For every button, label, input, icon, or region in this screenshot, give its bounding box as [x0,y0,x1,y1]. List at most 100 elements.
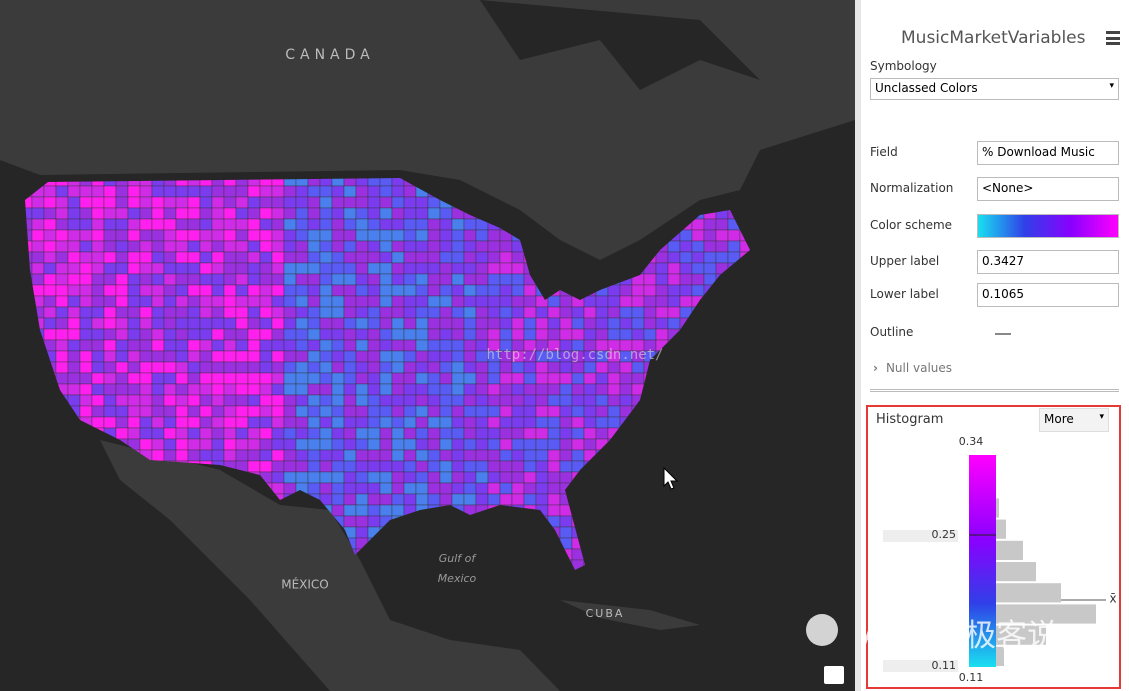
county [319,273,333,286]
county [139,306,153,319]
county [463,339,477,352]
county [103,405,117,418]
county [271,218,285,231]
county [79,218,93,231]
county [139,185,153,198]
county [427,218,441,231]
county [391,273,405,286]
county [187,207,201,220]
county [331,284,345,297]
county [463,438,477,451]
menu-icon[interactable] [1106,31,1120,45]
county [307,361,321,374]
county [115,185,129,198]
field-input[interactable]: 0.3427 [977,250,1119,274]
county [103,196,117,209]
county [331,196,345,209]
county [415,427,429,440]
upper-handle[interactable]: 0.25 [932,528,957,541]
county [403,295,417,308]
county [355,218,369,231]
more-button[interactable]: More ▾ [1039,408,1109,432]
county [559,416,573,429]
field-input[interactable]: % Download Music [977,141,1119,165]
county [259,350,273,363]
county [211,383,225,396]
county [295,196,309,209]
county [439,273,453,286]
county [211,339,225,352]
county [667,317,681,330]
county [547,460,561,473]
county [451,350,465,363]
county [103,218,117,231]
county [619,328,633,341]
county [127,240,141,253]
county [283,383,297,396]
county [235,427,249,440]
note-icon[interactable] [824,666,844,684]
county [115,251,129,264]
county [187,284,201,297]
county [223,438,237,451]
county [571,317,585,330]
county [283,438,297,451]
county [451,493,465,506]
county [415,460,429,473]
county [247,405,261,418]
county [331,504,345,517]
county [331,185,345,198]
pane-title: MusicMarketVariables [901,28,1086,48]
county [547,471,561,484]
county [367,229,381,242]
outline-swatch[interactable] [991,321,1015,345]
county [163,185,177,198]
county [187,405,201,418]
county [367,504,381,517]
county [439,471,453,484]
county [271,196,285,209]
county [259,240,273,253]
top-label: 0.34 [959,435,984,448]
county [355,449,369,462]
county [247,328,261,341]
county [283,306,297,319]
county [67,284,81,297]
county [199,306,213,319]
county [643,317,657,330]
county [139,317,153,330]
county [79,295,93,308]
county [91,273,105,286]
county [523,449,537,462]
county [187,339,201,352]
county [403,284,417,297]
county [175,350,189,363]
county [235,262,249,275]
county [247,394,261,407]
county [163,394,177,407]
county [235,196,249,209]
symbology-dropdown[interactable]: Unclassed Colors ▾ [870,78,1119,100]
county [655,306,669,319]
county [643,328,657,341]
county [319,196,333,209]
lower-handle[interactable]: 0.11 [932,659,957,672]
color-scheme[interactable] [977,214,1119,238]
county [523,493,537,506]
county [79,284,93,297]
county [379,273,393,286]
county [283,372,297,385]
county [547,372,561,385]
county [499,328,513,341]
county [691,218,705,231]
county [175,427,189,440]
county [427,262,441,275]
county [211,240,225,253]
null-values[interactable]: › Null values [873,361,953,375]
county [67,394,81,407]
county [367,394,381,407]
field-input[interactable]: <None> [977,177,1119,201]
field-input[interactable]: 0.1065 [977,283,1119,307]
county [367,383,381,396]
county [403,449,417,462]
